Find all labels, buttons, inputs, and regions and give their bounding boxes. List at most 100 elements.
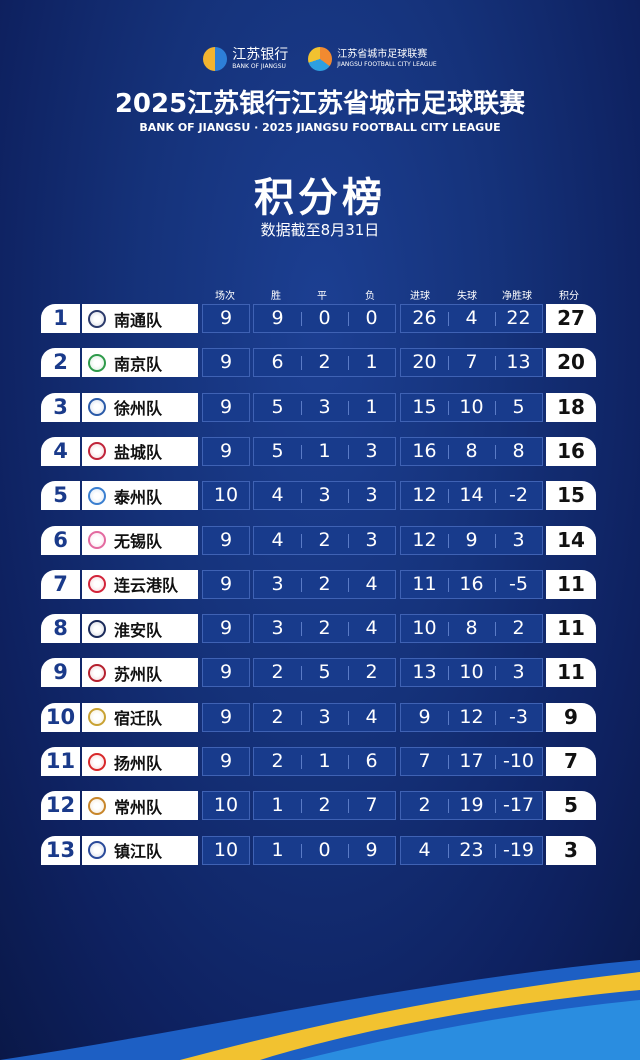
played-box: 9 — [202, 614, 250, 644]
points: 11 — [546, 569, 596, 599]
column-header: 场次 — [215, 291, 235, 302]
played-box: 9 — [202, 658, 250, 688]
team-badge-icon — [88, 796, 106, 815]
goals-box: 13 10 3 — [400, 658, 543, 688]
rank: 13 — [41, 835, 80, 865]
drawn: 2 — [301, 615, 348, 642]
team-cell: 南京队 — [82, 348, 198, 378]
drawn: 1 — [301, 748, 348, 775]
played-box: 9 — [202, 436, 250, 466]
won: 1 — [271, 794, 284, 817]
team-badge-icon — [88, 752, 106, 771]
data-date-note: 数据截至8月31日 — [260, 221, 380, 239]
team-badge-icon — [88, 442, 106, 461]
page-subtitle: BANK OF JIANGSU · 2025 JIANGSU FOOTBALL … — [139, 121, 501, 134]
team-name: 镇江队 — [114, 842, 163, 862]
team-badge-icon — [88, 841, 106, 860]
goals-box: 7 17 -10 — [400, 747, 543, 776]
team-badge-icon — [88, 619, 106, 638]
goals-for: 2 — [418, 794, 431, 817]
played-box: 9 — [202, 747, 250, 776]
goals-against: 19 — [448, 792, 495, 819]
drawn: 1 — [301, 438, 348, 465]
goal-difference: 13 — [495, 349, 542, 376]
points: 9 — [546, 702, 596, 732]
team-badge-icon — [88, 353, 106, 372]
team-name: 连云港队 — [114, 576, 179, 596]
goals-against: 4 — [448, 305, 495, 332]
team-cell: 徐州队 — [82, 392, 198, 422]
drawn: 3 — [301, 704, 348, 731]
drawn: 0 — [301, 305, 348, 332]
goals-for: 11 — [412, 572, 437, 595]
won: 2 — [271, 750, 284, 772]
played: 9 — [219, 528, 233, 551]
won: 4 — [271, 528, 284, 551]
drawn: 3 — [301, 482, 348, 509]
team-name: 无锡队 — [114, 532, 163, 551]
goals-against: 16 — [448, 571, 495, 598]
won: 5 — [271, 439, 284, 462]
goals-box: 12 9 3 — [400, 525, 543, 555]
played-box: 9 — [202, 304, 250, 333]
rank: 8 — [41, 614, 80, 644]
team-cell: 泰州队 — [82, 481, 198, 511]
played-box: 9 — [202, 348, 250, 378]
drawn: 2 — [301, 792, 348, 819]
points: 5 — [546, 791, 596, 821]
goals-for: 15 — [412, 395, 437, 418]
won: 2 — [271, 705, 284, 728]
points: 16 — [546, 436, 596, 466]
league-logo: 江苏省城市足球联赛 JIANGSU FOOTBALL CITY LEAGUE — [308, 47, 437, 71]
decorative-wave — [0, 960, 640, 1060]
rank: 1 — [41, 304, 80, 333]
goal-difference: -5 — [495, 571, 542, 598]
goals-for: 10 — [412, 617, 437, 640]
points: 27 — [546, 304, 596, 333]
column-header: 净胜球 — [502, 291, 532, 302]
drawn: 0 — [301, 837, 348, 864]
lost: 2 — [348, 659, 395, 686]
goals-for: 9 — [418, 705, 431, 728]
rank: 4 — [41, 436, 80, 466]
column-header: 积分 — [559, 291, 579, 302]
goals-for: 16 — [412, 439, 437, 462]
played: 9 — [219, 351, 233, 374]
team-badge-icon — [88, 575, 106, 594]
goals-against: 8 — [448, 615, 495, 642]
played: 9 — [219, 617, 233, 640]
played: 9 — [219, 439, 233, 462]
team-cell: 淮安队 — [82, 614, 198, 644]
played: 9 — [219, 661, 233, 684]
goals-against: 9 — [448, 527, 495, 554]
lost: 4 — [348, 704, 395, 731]
lost: 1 — [348, 349, 395, 376]
lost: 7 — [348, 792, 395, 819]
goals-for: 26 — [412, 307, 437, 329]
lost: 3 — [348, 527, 395, 554]
rank: 9 — [41, 658, 80, 688]
lost: 4 — [348, 615, 395, 642]
standings-title: 积分榜 — [254, 175, 386, 221]
goals-box: 16 8 8 — [400, 436, 543, 466]
drawn: 3 — [301, 394, 348, 421]
team-cell: 盐城队 — [82, 436, 198, 466]
team-cell: 扬州队 — [82, 747, 198, 776]
team-name: 徐州队 — [114, 399, 163, 419]
bank-logo-cn: 江苏银行 — [232, 47, 289, 63]
column-header: 平 — [317, 291, 327, 302]
sponsor-logos: 江苏银行 BANK OF JIANGSU 江苏省城市足球联赛 JIANGSU FOO… — [0, 47, 640, 71]
